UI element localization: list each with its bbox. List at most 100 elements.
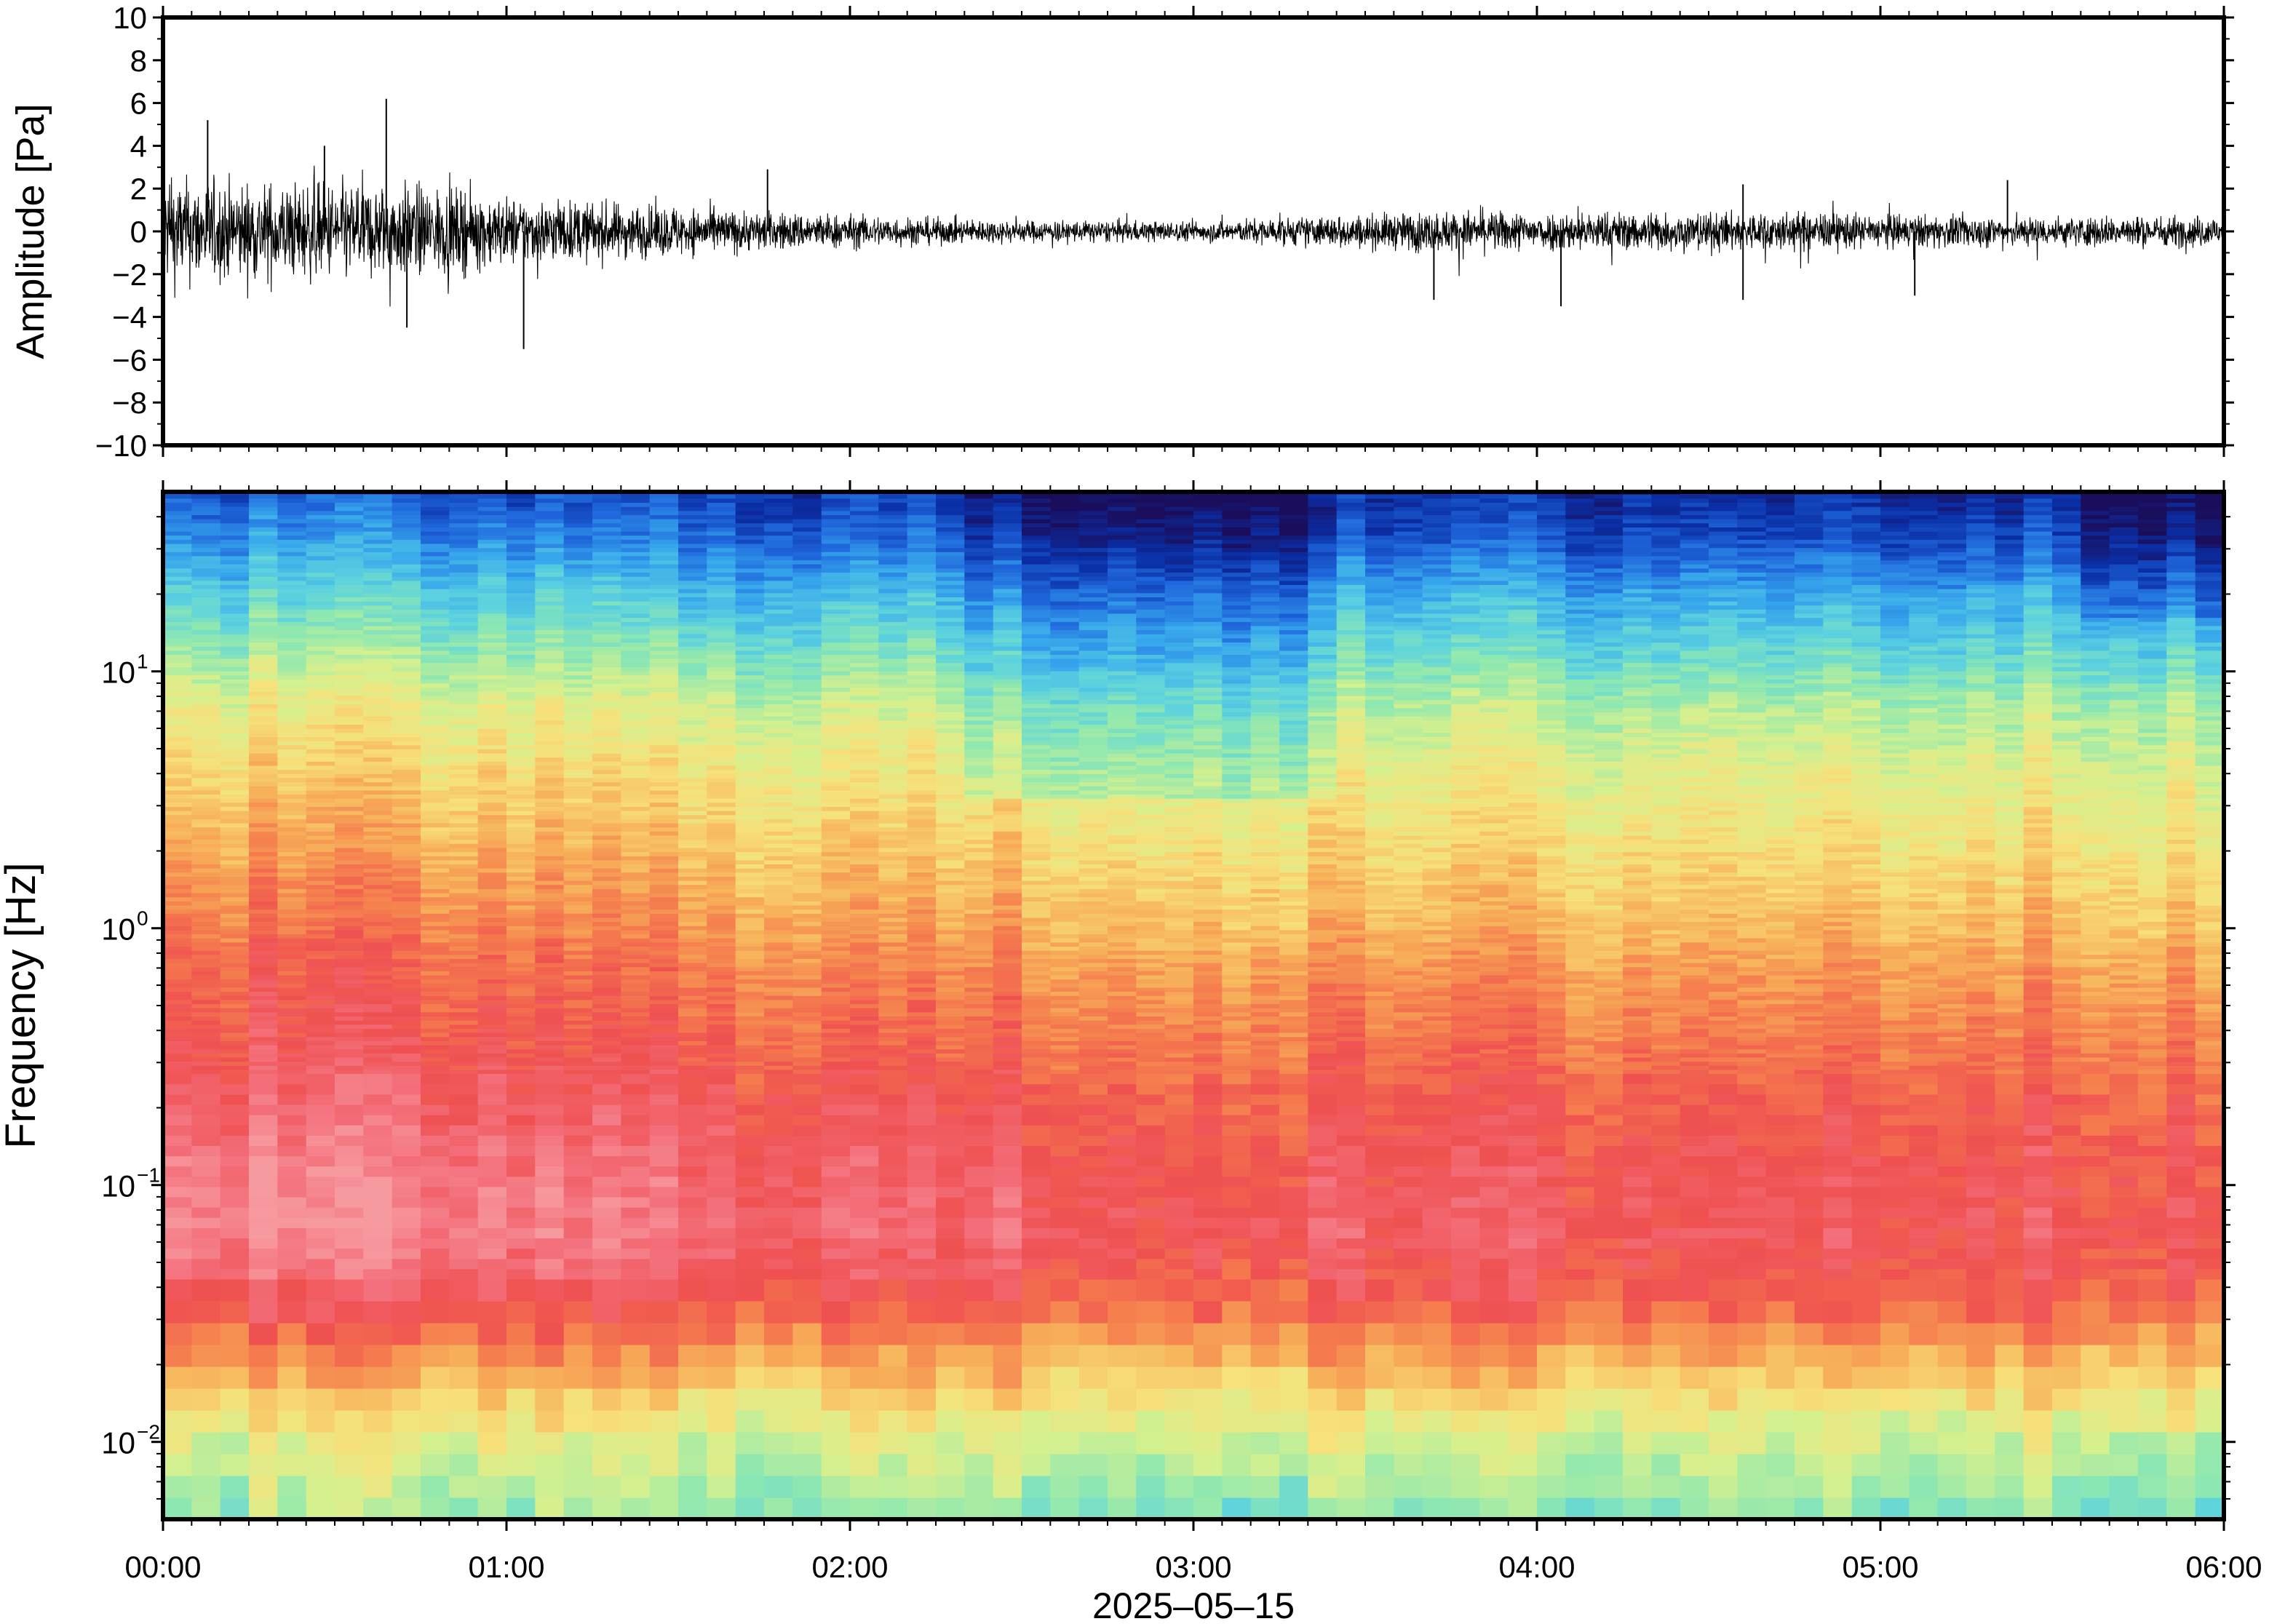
spectrogram-cell — [878, 584, 908, 589]
spectrogram-cell — [878, 1268, 908, 1280]
spectrogram-cell — [392, 761, 421, 766]
spectrogram-cell — [850, 609, 879, 614]
spectrogram-cell — [249, 856, 278, 861]
spectrogram-cell — [850, 1227, 879, 1238]
spectrogram-cell — [335, 1065, 364, 1070]
spectrogram-cell — [821, 699, 851, 704]
spectrogram-cell — [477, 658, 507, 664]
spectrogram-cell — [936, 1258, 965, 1270]
spectrogram-cell — [306, 888, 335, 893]
spectrogram-cell — [249, 1045, 278, 1050]
spectrogram-cell — [277, 1186, 307, 1198]
spectrogram-cell — [878, 893, 908, 898]
spectrogram-cell — [821, 617, 851, 622]
spectrogram-cell — [535, 847, 565, 853]
spectrogram-cell — [764, 506, 793, 512]
spectrogram-cell — [764, 1258, 793, 1270]
spectrogram-cell — [306, 1217, 335, 1228]
spectrogram-cell — [392, 909, 421, 914]
spectrogram-cell — [249, 1008, 278, 1013]
spectrogram-cell — [363, 662, 393, 667]
spectrogram-cell — [764, 761, 793, 766]
spectrogram-cell — [907, 950, 937, 955]
spectrogram-cell — [592, 1115, 621, 1126]
spectrogram-cell — [191, 847, 221, 853]
spectrogram-cell — [306, 728, 335, 733]
spectrogram-cell — [821, 753, 851, 758]
spectrogram-cell — [792, 1115, 822, 1126]
spectrogram-cell — [621, 695, 651, 701]
spectrogram-cell — [335, 880, 364, 885]
spectrogram-cell — [335, 494, 364, 499]
spectrogram-cell — [535, 1432, 565, 1454]
spectrogram-cell — [477, 1217, 507, 1228]
spectrogram-cell — [621, 753, 651, 758]
spectrogram-cell — [220, 868, 250, 873]
spectrogram-cell — [678, 1176, 707, 1187]
spectrogram-cell — [249, 687, 278, 692]
spectrogram-cell — [735, 1061, 765, 1066]
spectrogram-cell — [907, 859, 937, 864]
spectrogram-cell — [850, 744, 879, 749]
spectrogram-cell — [792, 946, 822, 951]
spectrogram-cell — [878, 1073, 908, 1085]
spectrogram-cell — [850, 839, 879, 844]
spectrogram-cell — [649, 1155, 679, 1167]
spectrogram-cell — [850, 679, 879, 684]
spectrogram-cell — [707, 901, 736, 906]
spectrogram-cell — [821, 1323, 851, 1345]
spectrogram-cell — [649, 917, 679, 923]
spectrogram-cell — [792, 658, 822, 664]
spectrogram-cell — [220, 794, 250, 799]
spectrogram-cell — [163, 552, 192, 557]
spectrogram-cell — [191, 901, 221, 906]
spectrogram-cell — [363, 674, 393, 680]
spectrogram-cell — [220, 1166, 250, 1177]
spectrogram-cell — [220, 876, 250, 881]
spectrogram-cell — [163, 966, 192, 971]
spectrogram-cell — [449, 851, 479, 856]
spectrogram-cell — [421, 1003, 450, 1008]
spectrogram-cell — [220, 835, 250, 840]
spectrogram-cell — [421, 749, 450, 754]
spectrogram-cell — [850, 926, 879, 931]
spectrogram-cell — [592, 666, 621, 672]
spectrogram-cell — [592, 983, 621, 988]
spectrogram-cell — [649, 872, 679, 877]
spectrogram-cell — [707, 1040, 736, 1046]
spectrogram-cell — [821, 856, 851, 861]
spectrogram-cell — [535, 1024, 565, 1029]
spectrogram-cell — [506, 1497, 536, 1519]
spectrogram-cell — [306, 983, 335, 988]
spectrogram-cell — [792, 987, 822, 992]
spectrogram-cell — [220, 1476, 250, 1498]
spectrogram-cell — [249, 621, 278, 626]
spectrogram-cell — [907, 802, 937, 807]
spectrogram-cell — [678, 1366, 707, 1389]
spectrogram-cell — [678, 691, 707, 696]
spectrogram-cell — [306, 1166, 335, 1177]
spectrogram-cell — [421, 1238, 450, 1249]
spectrogram-cell — [563, 552, 593, 557]
spectrogram-cell — [878, 1248, 908, 1259]
spectrogram-cell — [249, 773, 278, 779]
spectrogram-cell — [421, 535, 450, 540]
spectrogram-cell — [764, 954, 793, 959]
spectrogram-cell — [249, 884, 278, 889]
spectrogram-cell — [506, 744, 536, 749]
spectrogram-cell — [249, 905, 278, 910]
spectrogram-cell — [592, 864, 621, 869]
spectrogram-cell — [649, 749, 679, 754]
spectrogram-cell — [249, 1073, 278, 1085]
spectrogram-cell — [821, 859, 851, 864]
spectrogram-cell — [392, 531, 421, 536]
spectrogram-cell — [277, 1301, 307, 1324]
spectrogram-cell — [678, 1065, 707, 1070]
spectrogram-cell — [621, 786, 651, 791]
spectrogram-cell — [449, 1323, 479, 1345]
spectrogram-cell — [764, 625, 793, 631]
spectrogram-cell — [907, 728, 937, 733]
spectrogram-cell — [821, 580, 851, 585]
spectrogram-cell — [850, 1476, 879, 1498]
spectrogram-cell — [277, 1057, 307, 1062]
